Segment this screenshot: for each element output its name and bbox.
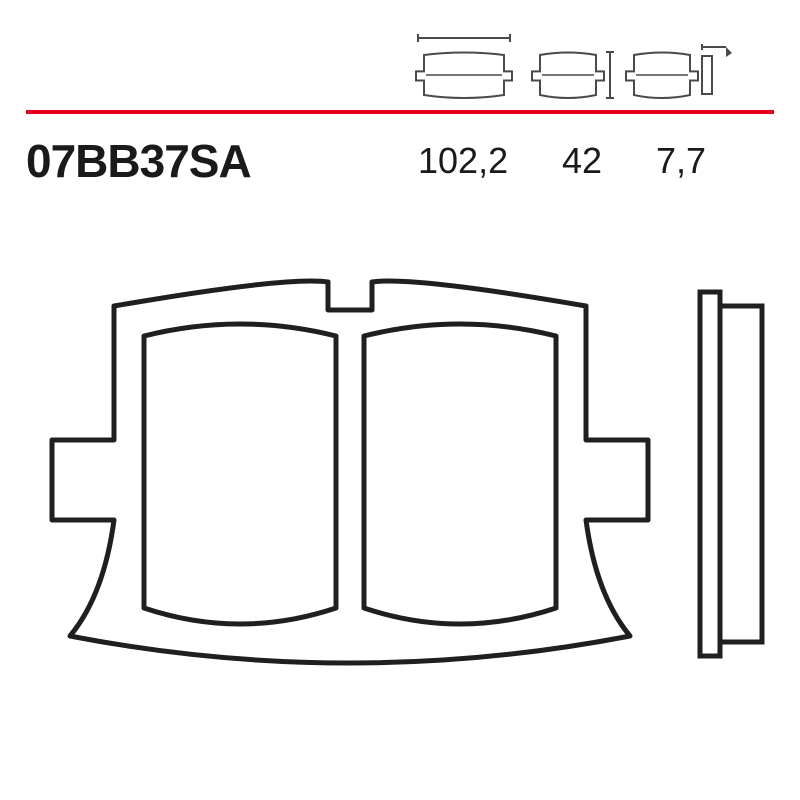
- pad-front-outline: [52, 281, 648, 663]
- friction-pad-left: [144, 324, 336, 624]
- pad-side-friction: [720, 306, 762, 642]
- part-number: 07BB37SA: [26, 134, 251, 188]
- spec-canvas: [0, 0, 800, 800]
- pad-side-plate: [700, 292, 720, 656]
- dimension-height: 42: [562, 140, 602, 182]
- friction-pad-right: [364, 324, 556, 624]
- dimension-thickness: 7,7: [656, 140, 706, 182]
- dimension-width: 102,2: [418, 140, 508, 182]
